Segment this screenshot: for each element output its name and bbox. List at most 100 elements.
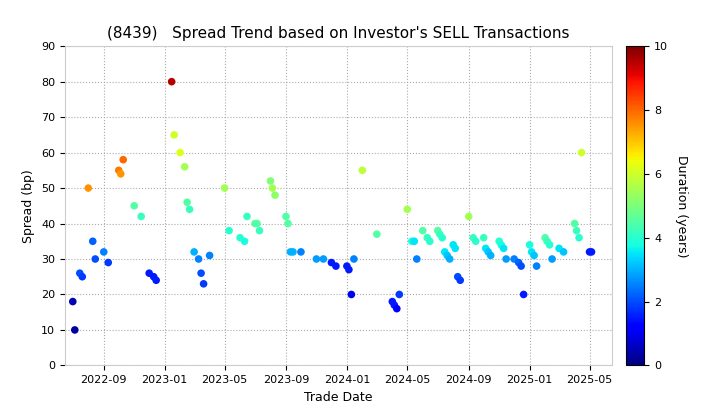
Point [513, 259, 524, 266]
Point [485, 252, 496, 259]
X-axis label: Trade Date: Trade Date [304, 391, 373, 404]
Point [343, 266, 355, 273]
Point [150, 277, 162, 284]
Point [98, 249, 109, 255]
Point [74, 270, 86, 276]
Point [348, 256, 359, 262]
Point [204, 252, 215, 259]
Point [387, 298, 398, 305]
Point [493, 238, 505, 244]
Point [421, 234, 433, 241]
Point [546, 256, 558, 262]
Point [586, 249, 598, 255]
Point [280, 213, 292, 220]
Point [184, 206, 195, 213]
Point [325, 259, 337, 266]
Point [436, 234, 448, 241]
Point [417, 227, 428, 234]
Point [524, 241, 536, 248]
Point [500, 256, 512, 262]
Point [394, 291, 405, 298]
Point [195, 270, 207, 276]
Point [571, 227, 582, 234]
Point [470, 238, 482, 244]
Point [143, 270, 155, 276]
Point [411, 256, 423, 262]
Point [168, 131, 180, 138]
Point [266, 185, 278, 192]
Point [310, 256, 322, 262]
Point [531, 263, 542, 270]
Point [76, 273, 88, 280]
Point [432, 227, 444, 234]
Point [584, 249, 595, 255]
Point [135, 213, 147, 220]
Point [166, 78, 177, 85]
Title: (8439)   Spread Trend based on Investor's SELL Transactions: (8439) Spread Trend based on Investor's … [107, 26, 570, 41]
Point [573, 234, 585, 241]
Point [189, 249, 200, 255]
Point [356, 167, 368, 174]
Point [528, 252, 540, 259]
Point [241, 213, 253, 220]
Point [454, 277, 466, 284]
Point [115, 171, 127, 177]
Y-axis label: Duration (years): Duration (years) [675, 155, 688, 257]
Point [480, 245, 492, 252]
Point [408, 238, 420, 244]
Point [558, 249, 570, 255]
Point [569, 220, 580, 227]
Point [102, 259, 114, 266]
Point [174, 149, 186, 156]
Point [441, 252, 453, 259]
Point [346, 291, 357, 298]
Point [518, 291, 529, 298]
Point [447, 241, 459, 248]
Point [251, 220, 263, 227]
Point [389, 302, 400, 308]
Point [87, 238, 99, 244]
Point [452, 273, 464, 280]
Point [265, 178, 276, 184]
Point [113, 167, 125, 174]
Point [67, 298, 78, 305]
Point [463, 213, 474, 220]
Point [539, 234, 551, 241]
Point [128, 202, 140, 209]
Point [467, 234, 479, 241]
Point [541, 238, 553, 244]
Point [402, 206, 413, 213]
Point [526, 249, 537, 255]
Point [498, 245, 510, 252]
Point [287, 249, 299, 255]
Point [198, 281, 210, 287]
Point [576, 149, 588, 156]
Point [253, 227, 265, 234]
Point [269, 192, 281, 199]
Point [318, 256, 329, 262]
Point [434, 231, 446, 238]
Point [193, 256, 204, 262]
Point [439, 249, 451, 255]
Point [516, 263, 527, 270]
Y-axis label: Spread (bp): Spread (bp) [22, 169, 35, 243]
Point [424, 238, 436, 244]
Point [495, 241, 507, 248]
Point [391, 305, 402, 312]
Point [69, 327, 81, 333]
Point [341, 263, 353, 270]
Point [83, 185, 94, 192]
Point [371, 231, 382, 238]
Point [553, 245, 564, 252]
Point [239, 238, 251, 244]
Point [478, 234, 490, 241]
Point [179, 163, 190, 170]
Point [449, 245, 461, 252]
Point [406, 238, 418, 244]
Point [89, 256, 101, 262]
Point [117, 156, 129, 163]
Point [444, 256, 456, 262]
Point [508, 256, 520, 262]
Point [249, 220, 261, 227]
Point [482, 249, 494, 255]
